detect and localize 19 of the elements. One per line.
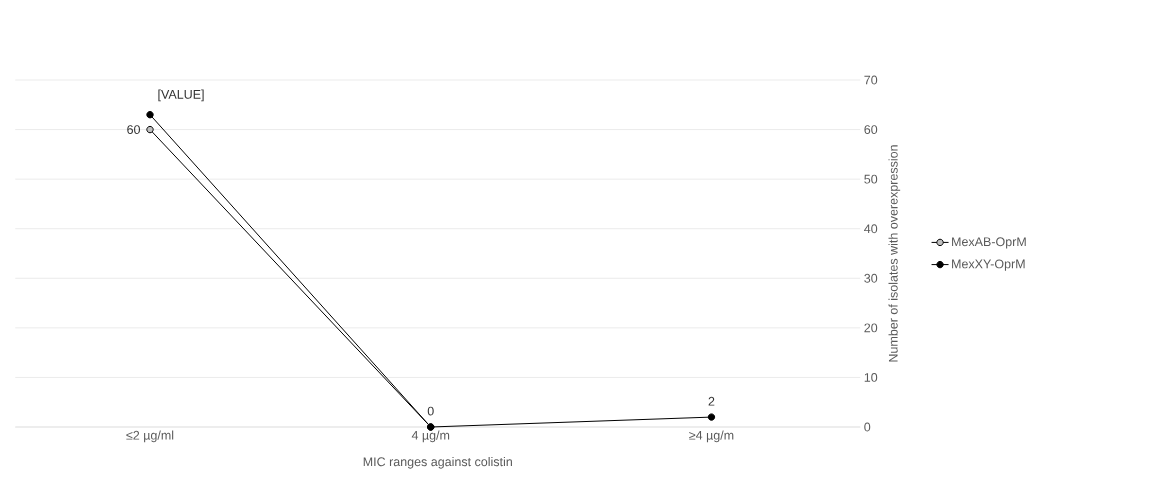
x-tick-label: 4 µg/m <box>411 430 450 443</box>
legend-label: MexXY-OprM <box>952 259 1025 271</box>
data-label: 2 <box>708 396 715 406</box>
data-label: 0 <box>427 406 434 416</box>
y-tick-label: 60 <box>864 125 878 134</box>
x-tick-label: ≤2 µg/ml <box>126 430 174 443</box>
x-axis-title: MIC ranges against colistin <box>363 456 512 469</box>
y-tick-label: 30 <box>864 273 878 283</box>
data-label: 60 <box>127 125 141 134</box>
y-axis-title: Number of isolates with overexpression <box>888 145 901 362</box>
y-tick-label: 50 <box>864 174 878 184</box>
data-label: [VALUE] <box>158 89 204 102</box>
y-tick-label: 10 <box>864 373 878 382</box>
y-tick-label: 70 <box>864 75 878 85</box>
legend-label: MexAB-OprM <box>952 237 1026 249</box>
x-tick-label: ≥4 µg/m <box>689 430 734 443</box>
y-tick-label: 40 <box>864 224 878 234</box>
y-tick-label: 0 <box>864 422 871 432</box>
y-tick-label: 20 <box>864 323 878 333</box>
